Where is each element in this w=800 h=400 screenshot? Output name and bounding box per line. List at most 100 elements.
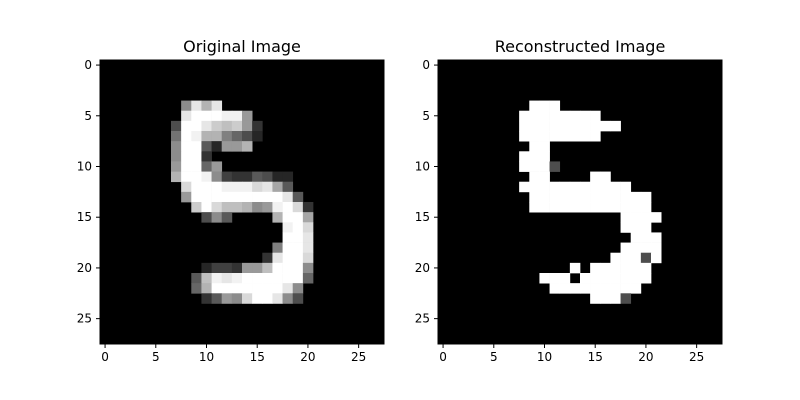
pixel-cell bbox=[549, 100, 561, 112]
pixel-cell bbox=[242, 191, 253, 203]
pixel-cell bbox=[171, 131, 182, 142]
pixel-cell bbox=[620, 252, 632, 264]
pixel-cell bbox=[201, 262, 212, 274]
y-tick-label: 0 bbox=[84, 58, 92, 72]
pixel-cell bbox=[640, 252, 652, 264]
pixel-cell bbox=[630, 252, 642, 264]
pixel-cell bbox=[600, 283, 611, 294]
pixel-cell bbox=[292, 283, 304, 294]
pixel-cell bbox=[171, 161, 182, 172]
pixel-cell bbox=[201, 273, 212, 284]
pixel-cell bbox=[191, 110, 202, 122]
pixel-cell bbox=[640, 262, 652, 274]
pixel-cell bbox=[630, 212, 642, 223]
pixel-cell bbox=[191, 100, 202, 112]
pixel-cell bbox=[559, 181, 571, 193]
pixel-cell bbox=[231, 202, 243, 213]
pixel-cell bbox=[292, 242, 304, 254]
pixel-cell bbox=[600, 273, 611, 284]
pixel-cell bbox=[630, 273, 642, 284]
pixel-cell bbox=[539, 141, 550, 152]
pixel-cell bbox=[231, 293, 243, 304]
pixel-cell bbox=[620, 181, 632, 193]
pixel-cell bbox=[590, 202, 601, 213]
pixel-cell bbox=[282, 293, 294, 304]
pixel-cell bbox=[302, 232, 314, 243]
pixel-cell bbox=[211, 131, 223, 142]
pixel-cell bbox=[231, 283, 243, 294]
pixel-cell bbox=[651, 252, 662, 264]
pixel-cell bbox=[539, 131, 550, 142]
pixel-cell bbox=[221, 202, 233, 213]
pixel-cell bbox=[282, 212, 294, 223]
pixel-cell bbox=[282, 252, 294, 264]
chart-title: Original Image bbox=[183, 37, 301, 56]
pixel-cell bbox=[292, 262, 304, 274]
pixel-cell bbox=[211, 171, 223, 183]
pixel-cell bbox=[600, 171, 611, 183]
x-tick-label: 0 bbox=[439, 350, 447, 364]
pixel-cell bbox=[620, 202, 632, 213]
pixel-cell bbox=[640, 242, 652, 254]
pixel-cell bbox=[211, 141, 223, 152]
pixel-cell bbox=[529, 191, 540, 203]
pixel-cell bbox=[580, 191, 591, 203]
pixel-cell bbox=[630, 262, 642, 274]
pixel-cell bbox=[640, 191, 652, 203]
axes-frame bbox=[99, 59, 385, 345]
y-tick-label: 0 bbox=[422, 58, 430, 72]
pixel-cell bbox=[272, 293, 283, 304]
pixel-cell bbox=[211, 161, 223, 172]
pixel-cell bbox=[610, 262, 621, 274]
pixel-cell bbox=[620, 293, 632, 304]
pixel-cell bbox=[272, 262, 283, 274]
pixel-cell bbox=[292, 202, 304, 213]
pixel-cell bbox=[181, 110, 192, 122]
pixel-cell bbox=[201, 110, 212, 122]
pixel-cell bbox=[529, 202, 540, 213]
pixel-cell bbox=[252, 202, 263, 213]
pixel-cell bbox=[302, 273, 314, 284]
pixel-cell bbox=[580, 110, 591, 122]
y-tick-label: 20 bbox=[77, 261, 92, 275]
pixel-cell bbox=[221, 141, 233, 152]
pixel-cell bbox=[262, 273, 273, 284]
x-tick-label: 15 bbox=[588, 350, 603, 364]
pixel-cell bbox=[549, 120, 561, 132]
pixel-cell bbox=[620, 273, 632, 284]
pixel-cell bbox=[549, 161, 561, 172]
pixel-cell bbox=[211, 262, 223, 274]
pixel-cell bbox=[590, 283, 601, 294]
pixel-cell bbox=[242, 262, 253, 274]
pixel-cell bbox=[559, 120, 571, 132]
pixel-cell bbox=[272, 171, 283, 183]
pixel-cell bbox=[201, 131, 212, 142]
pixel-cell bbox=[580, 202, 591, 213]
pixel-cell bbox=[242, 171, 253, 183]
y-tick-label: 25 bbox=[415, 312, 430, 326]
pixel-cell bbox=[640, 273, 652, 284]
x-tick-label: 10 bbox=[537, 350, 552, 364]
pixel-cell bbox=[559, 273, 571, 284]
pixel-cell bbox=[272, 181, 283, 193]
pixel-cell bbox=[620, 222, 632, 233]
y-tick-label: 5 bbox=[84, 109, 92, 123]
pixel-cell bbox=[252, 273, 263, 284]
pixel-cell bbox=[549, 202, 561, 213]
pixel-cell bbox=[539, 273, 550, 284]
pixel-cell bbox=[181, 120, 192, 132]
pixel-cell bbox=[580, 273, 591, 284]
pixel-cell bbox=[302, 252, 314, 264]
pixel-cell bbox=[272, 252, 283, 264]
pixel-cell bbox=[529, 181, 540, 193]
pixel-cell bbox=[651, 232, 662, 243]
pixel-cell bbox=[292, 273, 304, 284]
pixel-cell bbox=[630, 191, 642, 203]
pixel-cell bbox=[292, 212, 304, 223]
pixel-cell bbox=[262, 191, 273, 203]
x-tick-label: 10 bbox=[199, 350, 214, 364]
x-tick-label: 20 bbox=[300, 350, 315, 364]
pixel-cell bbox=[549, 131, 561, 142]
pixel-cell bbox=[580, 131, 591, 142]
pixel-cell bbox=[282, 222, 294, 233]
